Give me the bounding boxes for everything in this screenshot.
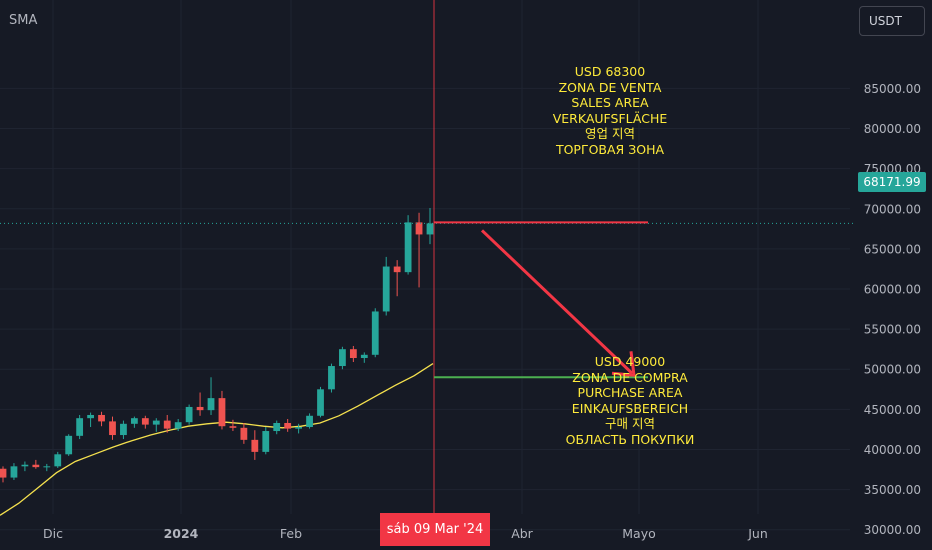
- crosshair-time-tag: sáb 09 Mar '24: [380, 513, 490, 546]
- candle-body: [65, 435, 73, 455]
- candle-body: [185, 406, 193, 423]
- time-tick-label: Abr: [511, 526, 533, 541]
- price-tick-label: 55000.00: [864, 323, 921, 337]
- candle-body: [163, 420, 171, 429]
- trend-arrow: [480, 229, 634, 375]
- candle-body: [393, 266, 401, 273]
- candle-body: [339, 349, 346, 367]
- candle-body: [87, 414, 94, 419]
- candle-body: [141, 418, 149, 425]
- price-tick-label: 80000.00: [864, 122, 921, 136]
- annotation-line: 영업 지역: [585, 126, 635, 141]
- time-tick-label: Mayo: [622, 526, 656, 541]
- price-axis: 85000.0080000.0075000.0070000.0065000.00…: [864, 82, 921, 537]
- candle-body: [273, 423, 281, 432]
- price-tick-label: 50000.00: [864, 363, 921, 377]
- candle-body: [415, 222, 423, 235]
- candle-body: [32, 464, 40, 468]
- annotation-line: USD 49000: [594, 354, 666, 369]
- currency-button[interactable]: USDT: [859, 6, 925, 36]
- price-tick-label: 85000.00: [864, 82, 921, 96]
- price-tick-label: 65000.00: [864, 242, 921, 256]
- candle-body: [43, 466, 51, 468]
- price-tick-label: 40000.00: [864, 443, 921, 457]
- time-tick-label: Feb: [280, 526, 302, 541]
- candle-body: [120, 423, 127, 436]
- candle-body: [229, 426, 237, 428]
- candle-body: [262, 431, 270, 452]
- candle-body: [360, 354, 368, 359]
- candle-body: [10, 466, 18, 478]
- candle-body: [207, 398, 215, 411]
- candle-body: [404, 222, 412, 273]
- candle-body: [306, 415, 313, 428]
- annotation-line: ТОРГОВАЯ ЗОНА: [555, 141, 665, 157]
- annotation-line: SALES AREA: [571, 95, 649, 110]
- annotation-line: VERKAUFSFLÄCHE: [552, 110, 668, 126]
- sell-zone-annotation: USD 68300 ZONA DE VENTA SALES AREA VERKA…: [535, 64, 685, 157]
- candle-body: [0, 468, 7, 478]
- buy-zone-annotation: USD 49000 ZONA DE COMPRA PURCHASE AREA E…: [555, 354, 705, 447]
- time-tick-label: 2024: [164, 526, 199, 541]
- annotation-line: PURCHASE AREA: [577, 385, 683, 400]
- candle-body: [98, 414, 105, 422]
- price-tick-label: 60000.00: [864, 283, 921, 297]
- candle-body: [382, 266, 390, 312]
- candle-body: [218, 398, 226, 427]
- price-tick-label: 35000.00: [864, 483, 921, 497]
- price-tick-label: 45000.00: [864, 403, 921, 417]
- candle-body: [284, 423, 292, 429]
- time-axis: Dic 2024 Feb Abr Mayo Jun: [43, 526, 768, 541]
- candle-body: [426, 223, 434, 235]
- annotation-line: ОБЛАСТЬ ПОКУПКИ: [565, 431, 695, 447]
- annotation-line: EINKAUFSBEREICH: [571, 400, 689, 416]
- candle-body: [196, 406, 204, 411]
- candle-body: [109, 421, 116, 436]
- annotation-line: USD 68300: [574, 64, 646, 79]
- candle-body: [317, 389, 324, 416]
- price-tick-label: 30000.00: [864, 523, 921, 537]
- annotation-line: ZONA DE COMPRA: [572, 369, 688, 385]
- candle-body: [295, 427, 303, 429]
- candle-body: [174, 422, 182, 429]
- chart-grid: [0, 0, 850, 531]
- candle-body: [349, 349, 357, 359]
- candle-body: [251, 439, 259, 452]
- current-price-tag: 68171.99: [858, 172, 926, 192]
- candle-body: [328, 366, 335, 390]
- candle-body: [152, 420, 160, 425]
- sma-indicator-label[interactable]: SMA: [9, 13, 38, 28]
- candle-body: [371, 311, 379, 355]
- candle-body: [21, 464, 29, 467]
- time-tick-label: Dic: [43, 526, 63, 541]
- annotation-line: 구매 지역: [605, 416, 655, 431]
- candle-body: [130, 418, 138, 424]
- sma-line: [0, 363, 434, 516]
- time-tick-label: Jun: [747, 526, 768, 541]
- annotation-line: ZONA DE VENTA: [558, 79, 662, 95]
- candle-body: [76, 418, 84, 436]
- price-tick-label: 70000.00: [864, 202, 921, 216]
- candle-body: [54, 454, 62, 467]
- trend-arrow-head: [611, 351, 636, 377]
- candle-body: [240, 427, 248, 440]
